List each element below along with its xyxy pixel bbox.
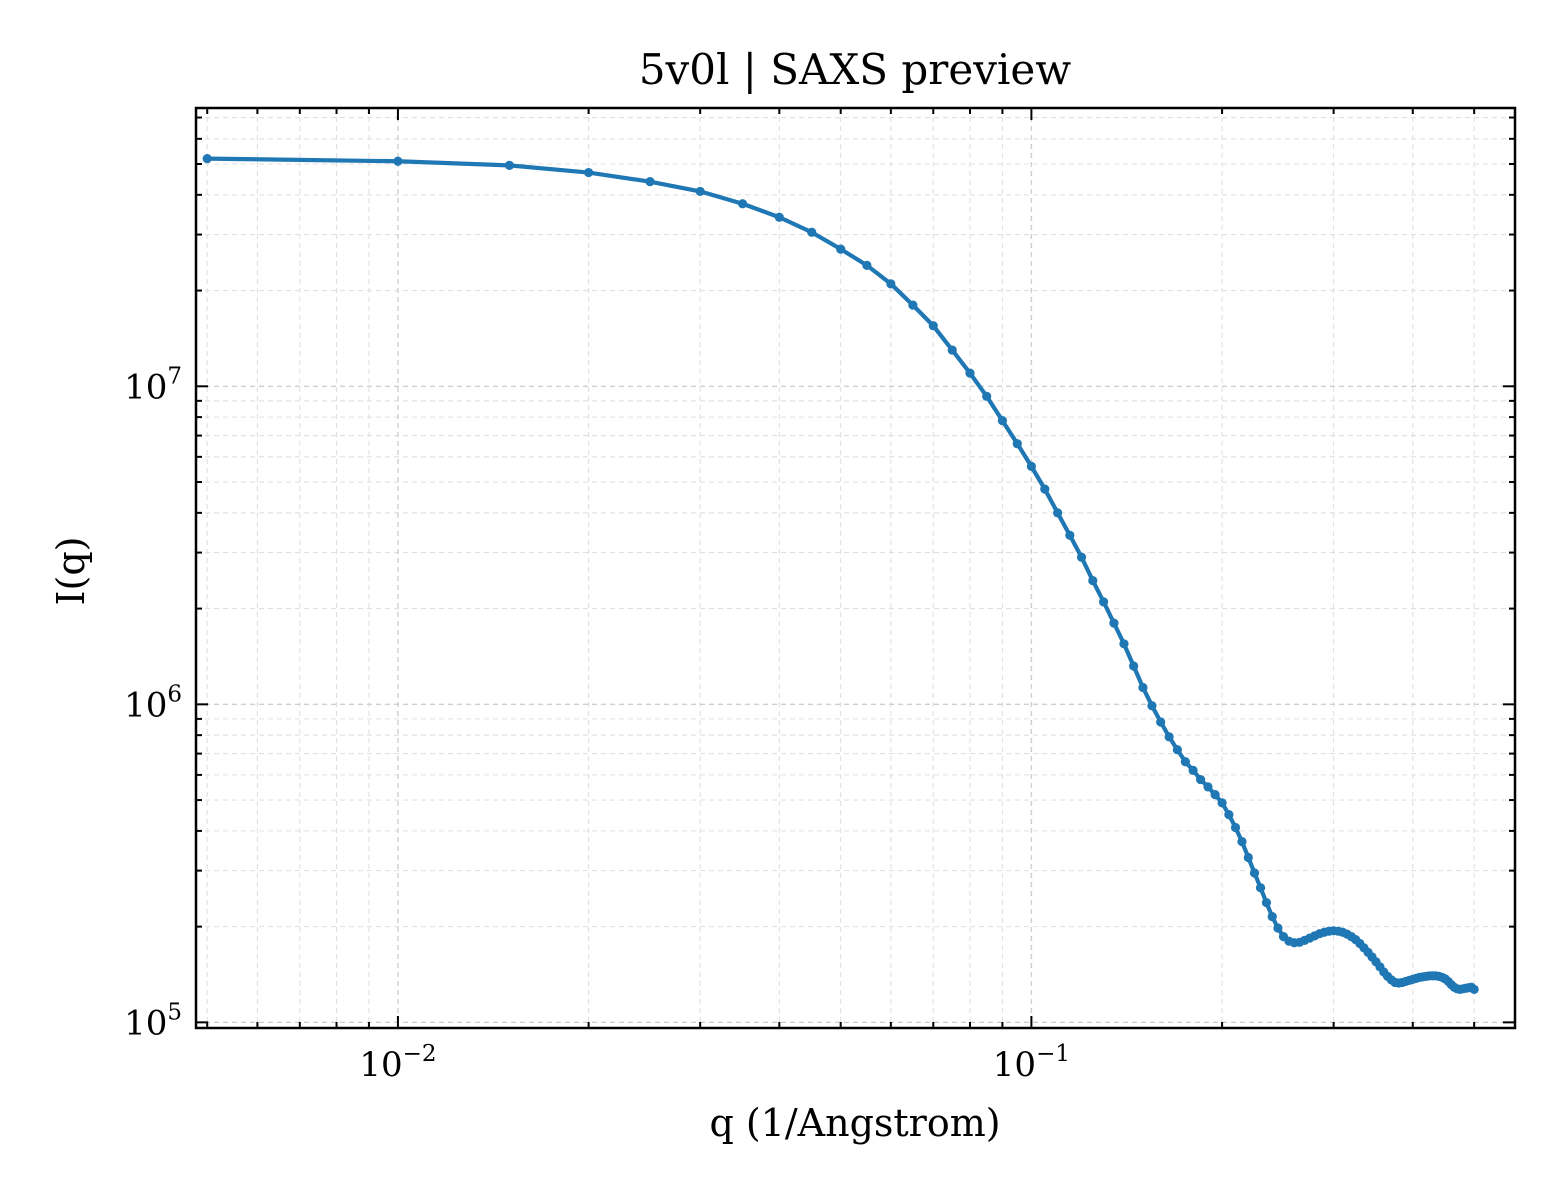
x-tick-label: 10−2 [359, 1041, 436, 1085]
data-point [965, 368, 975, 378]
data-point [1076, 552, 1087, 562]
data-point [1273, 923, 1283, 933]
data-point [947, 345, 957, 355]
data-point [886, 279, 896, 289]
data-point [1129, 661, 1139, 671]
data-point [504, 160, 515, 170]
y-axis-label: I(q) [49, 537, 93, 606]
series-layer [202, 153, 1479, 994]
data-point [393, 156, 403, 166]
data-point [1088, 575, 1098, 586]
data-point [1138, 682, 1148, 693]
data-point [1210, 790, 1220, 800]
data-point [1026, 461, 1036, 471]
chart-title: 5v0l | SAXS preview [639, 45, 1071, 94]
data-point [1065, 530, 1075, 540]
data-point [1098, 597, 1109, 607]
data-point [774, 212, 784, 222]
data-point [807, 227, 817, 237]
data-point [982, 391, 992, 401]
data-point [1237, 837, 1247, 847]
data-point [1156, 717, 1166, 727]
y-tick-label: 105 [124, 999, 182, 1043]
data-point [1109, 618, 1119, 628]
data-point [1469, 984, 1479, 994]
data-point [1203, 782, 1213, 792]
data-point [202, 153, 212, 164]
data-point [695, 186, 705, 197]
data-point [836, 244, 846, 254]
data-point [928, 321, 938, 331]
minor-gridlines [196, 108, 1515, 1028]
data-point [1172, 745, 1182, 755]
data-point [1255, 883, 1266, 893]
data-point [645, 177, 655, 187]
data-point [1267, 912, 1277, 922]
data-point [1217, 798, 1227, 808]
x-tick-label: 10−1 [993, 1041, 1070, 1085]
data-point [1249, 868, 1260, 878]
data-point [1053, 508, 1063, 518]
axis-ticks [196, 108, 1515, 1028]
data-point [584, 167, 594, 178]
data-point [1196, 774, 1206, 785]
data-point [1164, 732, 1174, 742]
x-axis-label: q (1/Angstrom) [709, 1101, 1000, 1145]
y-tick-label: 106 [124, 681, 182, 725]
plot-frame [194, 106, 1517, 1030]
data-point [1261, 897, 1272, 908]
data-point [1119, 639, 1129, 649]
data-point [737, 199, 748, 209]
data-point [908, 300, 918, 310]
major-gridlines [196, 108, 1515, 1028]
data-point [1243, 852, 1253, 863]
tick-labels: 10−2 10−1 105 106 107 [124, 363, 1070, 1085]
data-point [1230, 822, 1241, 833]
data-point [862, 260, 872, 270]
data-point [997, 416, 1008, 426]
data-point [1180, 757, 1190, 767]
data-point [1188, 765, 1198, 775]
data-point [1040, 484, 1050, 494]
data-point [1147, 701, 1157, 711]
y-tick-label: 107 [124, 363, 182, 407]
data-point [1012, 439, 1022, 449]
data-point [1224, 810, 1234, 820]
